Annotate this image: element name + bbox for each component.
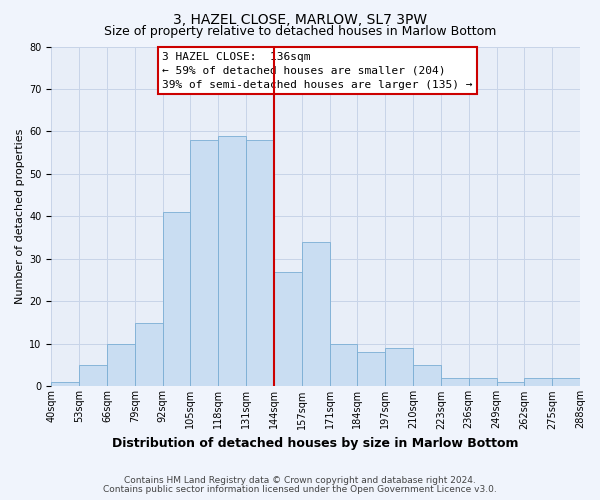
Bar <box>218 136 246 386</box>
Text: 3 HAZEL CLOSE:  136sqm
← 59% of detached houses are smaller (204)
39% of semi-de: 3 HAZEL CLOSE: 136sqm ← 59% of detached … <box>162 52 473 90</box>
Text: Contains HM Land Registry data © Crown copyright and database right 2024.: Contains HM Land Registry data © Crown c… <box>124 476 476 485</box>
Bar <box>441 378 469 386</box>
Bar <box>413 365 441 386</box>
Text: Size of property relative to detached houses in Marlow Bottom: Size of property relative to detached ho… <box>104 25 496 38</box>
Bar <box>385 348 413 387</box>
Bar <box>497 382 524 386</box>
Bar <box>107 344 135 387</box>
Text: Contains public sector information licensed under the Open Government Licence v3: Contains public sector information licen… <box>103 484 497 494</box>
Text: 3, HAZEL CLOSE, MARLOW, SL7 3PW: 3, HAZEL CLOSE, MARLOW, SL7 3PW <box>173 12 427 26</box>
X-axis label: Distribution of detached houses by size in Marlow Bottom: Distribution of detached houses by size … <box>112 437 519 450</box>
Bar <box>274 272 302 386</box>
Bar <box>329 344 358 387</box>
Bar <box>51 382 79 386</box>
Bar <box>469 378 497 386</box>
Bar <box>246 140 274 386</box>
Bar <box>163 212 190 386</box>
Bar <box>79 365 107 386</box>
Bar <box>524 378 552 386</box>
Bar <box>302 242 329 386</box>
Bar <box>190 140 218 386</box>
Y-axis label: Number of detached properties: Number of detached properties <box>15 129 25 304</box>
Bar <box>135 322 163 386</box>
Bar <box>552 378 580 386</box>
Bar <box>358 352 385 386</box>
